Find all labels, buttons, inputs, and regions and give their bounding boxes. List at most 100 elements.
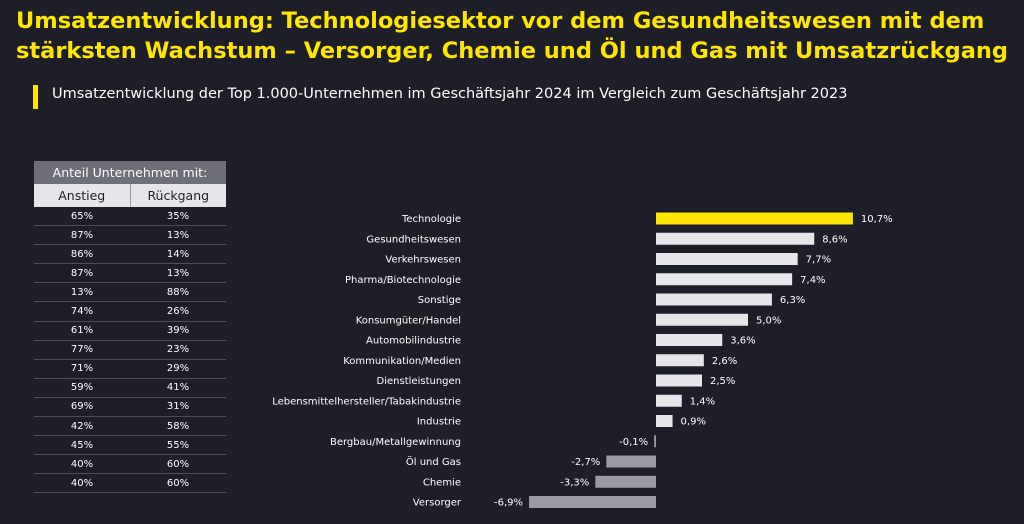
value-label: -0,1% <box>619 437 648 448</box>
page-title: Umsatzentwicklung: Technologiesektor vor… <box>16 8 1009 64</box>
increase-cell: 13% <box>70 286 94 298</box>
bar <box>656 212 853 225</box>
value-label: 10,7% <box>861 214 893 225</box>
category-label: Versorger <box>413 498 462 509</box>
bar <box>656 394 682 407</box>
bar <box>656 334 723 346</box>
increase-cell: 42% <box>70 420 94 432</box>
decrease-cell: 13% <box>166 229 190 241</box>
col-header-decrease: Rückgang <box>147 188 210 203</box>
increase-cell: 69% <box>70 401 94 413</box>
category-label: Sonstige <box>418 295 461 306</box>
bar <box>529 496 656 508</box>
table-row: 74% 26% <box>34 302 226 322</box>
value-label: 7,4% <box>800 275 825 286</box>
table-row: 69% 31% <box>34 398 226 418</box>
bar <box>656 374 702 387</box>
increase-cell: 61% <box>70 325 94 337</box>
increase-cell: 87% <box>70 229 94 241</box>
decrease-cell: 41% <box>166 382 190 394</box>
decrease-cell: 55% <box>166 439 190 451</box>
category-label: Pharma/Biotechnologie <box>345 275 461 286</box>
increase-cell: 45% <box>70 439 94 451</box>
increase-cell: 59% <box>70 382 94 394</box>
bar <box>656 415 673 427</box>
category-label: Dienstleistungen <box>377 376 461 387</box>
category-label: Verkehrswesen <box>385 255 461 266</box>
increase-cell: 86% <box>70 248 94 260</box>
value-label: 3,6% <box>730 336 755 347</box>
value-label: -2,7% <box>571 457 600 468</box>
category-label: Kommunikation/Medien <box>343 356 461 367</box>
table-row: 13% 88% <box>34 283 226 303</box>
bar <box>654 435 656 448</box>
increase-cell: 71% <box>70 363 94 375</box>
value-label: 7,7% <box>806 255 831 266</box>
decrease-cell: 58% <box>166 420 190 432</box>
value-label: -6,9% <box>494 498 523 509</box>
table-row: 59% 41% <box>34 379 226 398</box>
table-row: 40% 60% <box>34 474 226 494</box>
decrease-cell: 14% <box>166 248 190 260</box>
table-row: 71% 29% <box>34 360 226 379</box>
bar <box>656 354 704 367</box>
bar <box>656 273 793 286</box>
category-label: Technologie <box>401 214 461 225</box>
decrease-cell: 13% <box>166 267 190 279</box>
value-label: -3,3% <box>560 477 589 488</box>
decrease-cell: 23% <box>166 344 190 356</box>
table-row: 42% 58% <box>34 417 226 437</box>
decrease-cell: 39% <box>166 325 190 337</box>
share-table: Anteil Unternehmen mit: Anstieg Rückgang… <box>34 161 226 494</box>
category-label: Chemie <box>423 477 461 488</box>
decrease-cell: 60% <box>166 458 190 470</box>
subtitle-accent-bar <box>33 85 38 109</box>
col-header-increase: Anstieg <box>34 184 131 207</box>
bar <box>656 232 815 245</box>
table-row: 86% 14% <box>34 245 226 265</box>
share-table-header: Anteil Unternehmen mit: <box>34 161 226 184</box>
category-label: Konsumgüter/Handel <box>356 315 461 326</box>
increase-cell: 77% <box>70 344 94 356</box>
table-row: 77% 23% <box>34 341 226 360</box>
decrease-cell: 26% <box>166 306 190 318</box>
category-label: Öl und Gas <box>406 455 461 468</box>
table-row: 87% 13% <box>34 226 226 246</box>
value-label: 1,4% <box>690 396 715 407</box>
decrease-cell: 35% <box>166 210 190 222</box>
category-label: Bergbau/Metallgewinnung <box>330 437 461 448</box>
bar <box>595 475 656 488</box>
value-label: 2,6% <box>712 356 737 367</box>
value-label: 2,5% <box>710 376 735 387</box>
decrease-cell: 31% <box>166 401 190 413</box>
table-row: 61% 39% <box>34 322 226 341</box>
increase-cell: 74% <box>70 306 94 318</box>
category-label: Automobilindustrie <box>366 336 461 347</box>
bar <box>656 253 798 265</box>
bar <box>656 313 748 326</box>
category-label: Industrie <box>417 417 461 428</box>
share-table-subheader: Anstieg Rückgang <box>34 184 226 207</box>
increase-cell: 65% <box>70 210 94 222</box>
bar <box>606 455 656 468</box>
decrease-cell: 29% <box>166 363 190 375</box>
value-label: 6,3% <box>780 295 805 306</box>
category-label: Lebensmittelhersteller/Tabakindustrie <box>272 396 461 407</box>
table-row: 45% 55% <box>34 436 226 456</box>
table-row: 40% 60% <box>34 455 226 475</box>
decrease-cell: 60% <box>166 477 190 489</box>
table-row: 87% 13% <box>34 264 226 284</box>
decrease-cell: 88% <box>166 286 190 298</box>
bar <box>656 293 772 306</box>
increase-cell: 87% <box>70 267 94 279</box>
share-table-body: 65% 35% 87% 13% 86% 14% 87% 13% 13% 88% 74% 26% 61% 3… <box>34 207 226 494</box>
value-label: 0,9% <box>681 417 706 428</box>
value-label: 8,6% <box>822 234 847 245</box>
value-label: 5,0% <box>756 315 781 326</box>
increase-cell: 40% <box>70 477 94 489</box>
table-row: 65% 35% <box>34 207 226 227</box>
category-label: Gesundheitswesen <box>366 234 461 245</box>
increase-cell: 40% <box>70 458 94 470</box>
chart-subtitle: Umsatzentwicklung der Top 1.000-Unterneh… <box>52 86 848 102</box>
